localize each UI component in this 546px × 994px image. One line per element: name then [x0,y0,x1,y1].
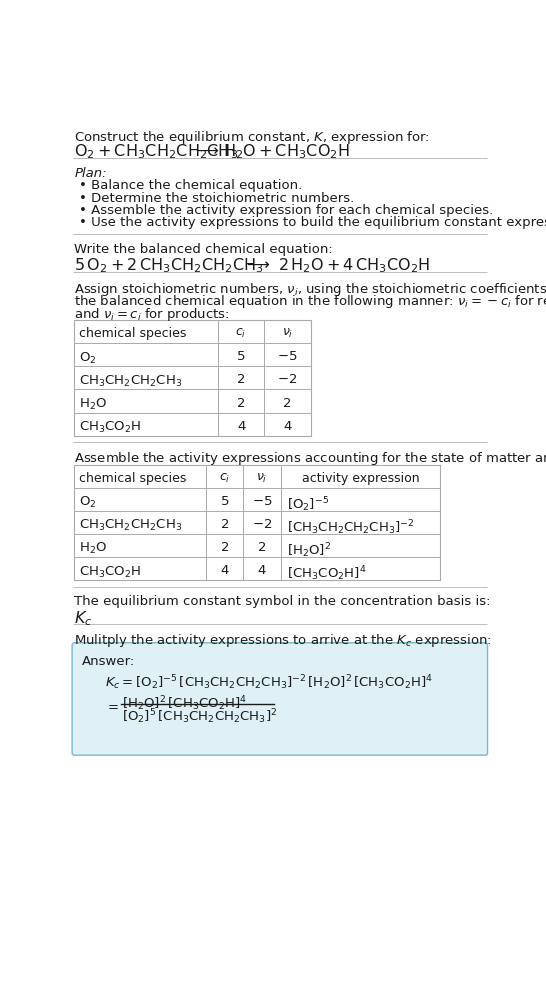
FancyBboxPatch shape [72,643,488,755]
Text: 4: 4 [283,419,292,432]
Text: 2: 2 [221,518,229,531]
Text: $-5$: $-5$ [252,495,272,508]
Text: $[\mathrm{CH_3CH_2CH_2CH_3}]^{-2}$: $[\mathrm{CH_3CH_2CH_2CH_3}]^{-2}$ [287,518,414,537]
Text: 5: 5 [221,495,229,508]
Text: 4: 4 [221,564,229,577]
Text: the balanced chemical equation in the following manner: $\nu_i = -c_i$ for react: the balanced chemical equation in the fo… [74,293,546,310]
Text: 4: 4 [258,564,266,577]
Text: $K_c = [\mathrm{O_2}]^{-5}\,[\mathrm{CH_3CH_2CH_2CH_3}]^{-2}\,[\mathrm{H_2O}]^2\: $K_c = [\mathrm{O_2}]^{-5}\,[\mathrm{CH_… [105,673,434,692]
Text: 4: 4 [237,419,245,432]
Text: 2: 2 [221,541,229,554]
Text: $\nu_i$: $\nu_i$ [256,471,268,485]
Text: $\mathrm{H_2O}$: $\mathrm{H_2O}$ [79,397,107,412]
Text: $c_i$: $c_i$ [235,327,247,340]
Bar [74,465,440,580]
Text: $K_c$: $K_c$ [74,608,93,627]
Text: $\mathrm{O_2}$: $\mathrm{O_2}$ [79,350,97,365]
Text: $\longrightarrow$: $\longrightarrow$ [192,142,219,157]
Text: $\mathrm{H_2O}$: $\mathrm{H_2O}$ [79,541,107,556]
Text: chemical species: chemical species [79,471,187,484]
Text: $\mathrm{CH_3CH_2CH_2CH_3}$: $\mathrm{CH_3CH_2CH_2CH_3}$ [79,373,182,389]
Text: $\mathrm{CH_3CO_2H}$: $\mathrm{CH_3CO_2H}$ [79,419,141,434]
Text: and $\nu_i = c_i$ for products:: and $\nu_i = c_i$ for products: [74,305,230,322]
Text: • Balance the chemical equation.: • Balance the chemical equation. [79,179,302,192]
Text: $\mathrm{CH_3CO_2H}$: $\mathrm{CH_3CO_2H}$ [79,564,141,579]
Text: $[\mathrm{H_2O}]^2$: $[\mathrm{H_2O}]^2$ [287,541,331,560]
Text: 2: 2 [237,397,245,410]
Text: • Determine the stoichiometric numbers.: • Determine the stoichiometric numbers. [79,192,354,205]
Text: $c_i$: $c_i$ [219,471,230,485]
Text: 2: 2 [258,541,266,554]
Text: $[\mathrm{CH_3CO_2H}]^4$: $[\mathrm{CH_3CO_2H}]^4$ [287,564,366,582]
Text: Write the balanced chemical equation:: Write the balanced chemical equation: [74,243,333,255]
Text: $\mathrm{H_2O + CH_3CO_2H}$: $\mathrm{H_2O + CH_3CO_2H}$ [223,142,350,161]
Text: $\mathrm{O_2 + CH_3CH_2CH_2CH_3}$: $\mathrm{O_2 + CH_3CH_2CH_2CH_3}$ [74,142,239,161]
Text: $\mathrm{O_2}$: $\mathrm{O_2}$ [79,495,97,510]
Text: chemical species: chemical species [79,327,187,340]
Text: $=$: $=$ [105,699,120,712]
Text: 2: 2 [237,373,245,386]
Text: • Use the activity expressions to build the equilibrium constant expression.: • Use the activity expressions to build … [79,217,546,230]
Bar [74,465,440,580]
Text: Assemble the activity expressions accounting for the state of matter and $\nu_i$: Assemble the activity expressions accoun… [74,450,546,467]
Text: $\mathrm{5\,O_2 + 2\,CH_3CH_2CH_2CH_3}$: $\mathrm{5\,O_2 + 2\,CH_3CH_2CH_2CH_3}$ [74,256,264,275]
Text: $[\mathrm{H_2O}]^2\,[\mathrm{CH_3CO_2H}]^4$: $[\mathrm{H_2O}]^2\,[\mathrm{CH_3CO_2H}]… [122,693,247,712]
Text: Construct the equilibrium constant, $K$, expression for:: Construct the equilibrium constant, $K$,… [74,128,430,145]
Text: 5: 5 [237,350,245,363]
Text: Assign stoichiometric numbers, $\nu_i$, using the stoichiometric coefficients, $: Assign stoichiometric numbers, $\nu_i$, … [74,281,546,298]
Text: $-2$: $-2$ [252,518,272,531]
Text: 2: 2 [283,397,292,410]
Text: $\mathrm{CH_3CH_2CH_2CH_3}$: $\mathrm{CH_3CH_2CH_2CH_3}$ [79,518,182,533]
Text: Answer:: Answer: [82,655,135,668]
Text: $[\mathrm{O_2}]^{-5}$: $[\mathrm{O_2}]^{-5}$ [287,495,329,513]
Text: activity expression: activity expression [301,471,419,484]
Text: $-5$: $-5$ [277,350,298,363]
Bar [74,321,311,436]
Text: Mulitply the activity expressions to arrive at the $K_c$ expression:: Mulitply the activity expressions to arr… [74,631,492,648]
Bar [74,321,311,436]
Text: $\longrightarrow$: $\longrightarrow$ [242,256,270,271]
Text: $\mathrm{2\,H_2O + 4\,CH_3CO_2H}$: $\mathrm{2\,H_2O + 4\,CH_3CO_2H}$ [277,256,430,275]
Text: The equilibrium constant symbol in the concentration basis is:: The equilibrium constant symbol in the c… [74,594,491,607]
Text: Plan:: Plan: [74,167,107,180]
Text: • Assemble the activity expression for each chemical species.: • Assemble the activity expression for e… [79,204,494,217]
Text: $-2$: $-2$ [277,373,298,386]
Text: $[\mathrm{O_2}]^5\,[\mathrm{CH_3CH_2CH_2CH_3}]^2$: $[\mathrm{O_2}]^5\,[\mathrm{CH_3CH_2CH_2… [122,706,278,725]
Text: $\nu_i$: $\nu_i$ [282,327,293,340]
